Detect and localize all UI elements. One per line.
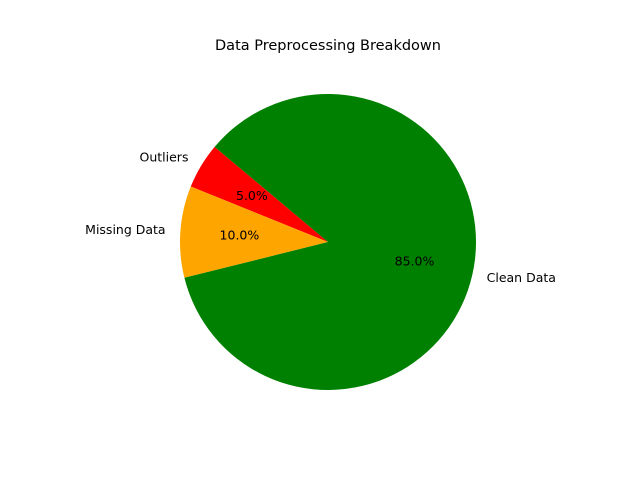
slice-percent-label: 5.0% xyxy=(236,188,268,203)
chart-title: Data Preprocessing Breakdown xyxy=(215,38,441,54)
pie-slices xyxy=(179,94,476,391)
pie-slice-clean-data xyxy=(184,94,476,391)
pie-labels: Outliers 5.0% Missing Data 10.0% Clean Data 8… xyxy=(85,150,556,285)
slice-percent-label: 85.0% xyxy=(395,253,435,268)
pie-slice-missing-data xyxy=(179,186,328,278)
slice-label: Outliers xyxy=(140,150,189,165)
slice-percent-label: 10.0% xyxy=(220,227,260,242)
slice-label: Clean Data xyxy=(487,270,556,285)
slice-label: Missing Data xyxy=(85,222,165,237)
pie-slice-outliers xyxy=(190,146,328,242)
